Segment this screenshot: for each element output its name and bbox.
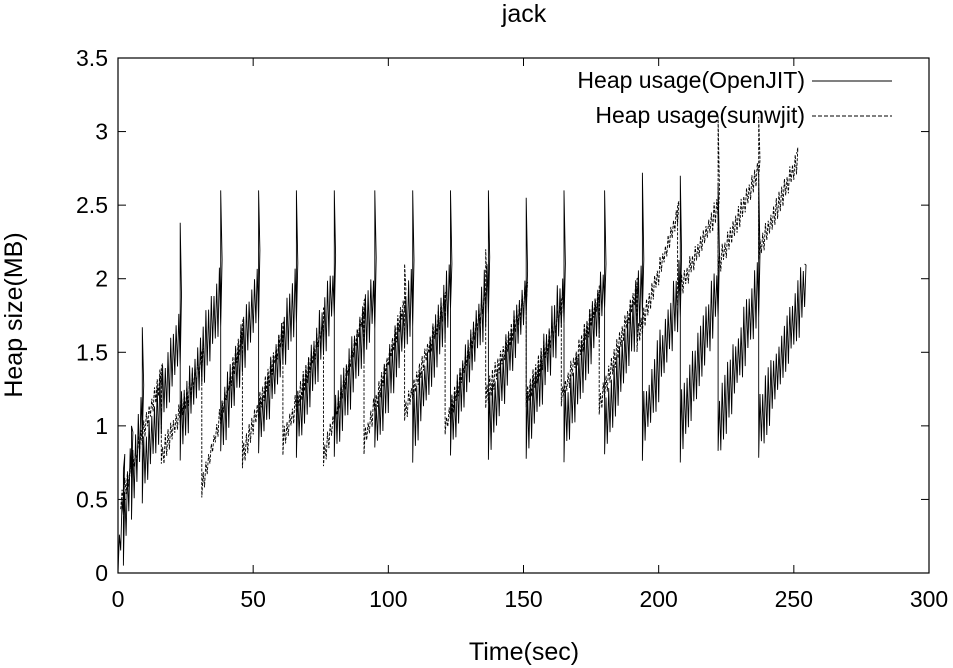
legend-label-sunwjit: Heap usage(sunwjit) bbox=[595, 102, 805, 128]
y-axis: 0 0.5 1 1.5 2 2.5 3 3.5 bbox=[76, 45, 929, 586]
x-axis-title: Time(sec) bbox=[469, 638, 579, 666]
y-tick-label: 0.5 bbox=[76, 486, 108, 512]
x-tick-label: 50 bbox=[240, 586, 266, 612]
y-tick-label: 2 bbox=[95, 266, 108, 292]
x-tick-label: 0 bbox=[112, 586, 125, 612]
legend: Heap usage(OpenJIT) Heap usage(sunwjit) bbox=[577, 67, 892, 128]
x-tick-label: 200 bbox=[639, 586, 677, 612]
series-line-openjit bbox=[117, 172, 807, 574]
x-tick-label: 250 bbox=[775, 586, 813, 612]
y-tick-label: 1.5 bbox=[76, 339, 108, 365]
series-line-sunwjit bbox=[120, 116, 799, 510]
y-tick-label: 2.5 bbox=[76, 192, 108, 218]
y-axis-title: Heap size(MB) bbox=[0, 232, 28, 397]
y-tick-label: 1 bbox=[95, 413, 108, 439]
y-tick-label: 3.5 bbox=[76, 45, 108, 71]
legend-label-openjit: Heap usage(OpenJIT) bbox=[577, 67, 805, 93]
x-tick-label: 150 bbox=[504, 586, 542, 612]
x-tick-label: 100 bbox=[369, 586, 407, 612]
y-tick-label: 3 bbox=[95, 119, 108, 145]
chart-title: jack bbox=[501, 0, 547, 28]
plot-series bbox=[117, 116, 807, 574]
x-tick-label: 300 bbox=[910, 586, 948, 612]
y-tick-label: 0 bbox=[95, 560, 108, 586]
x-axis: 0 50 100 150 200 250 300 bbox=[112, 58, 948, 612]
